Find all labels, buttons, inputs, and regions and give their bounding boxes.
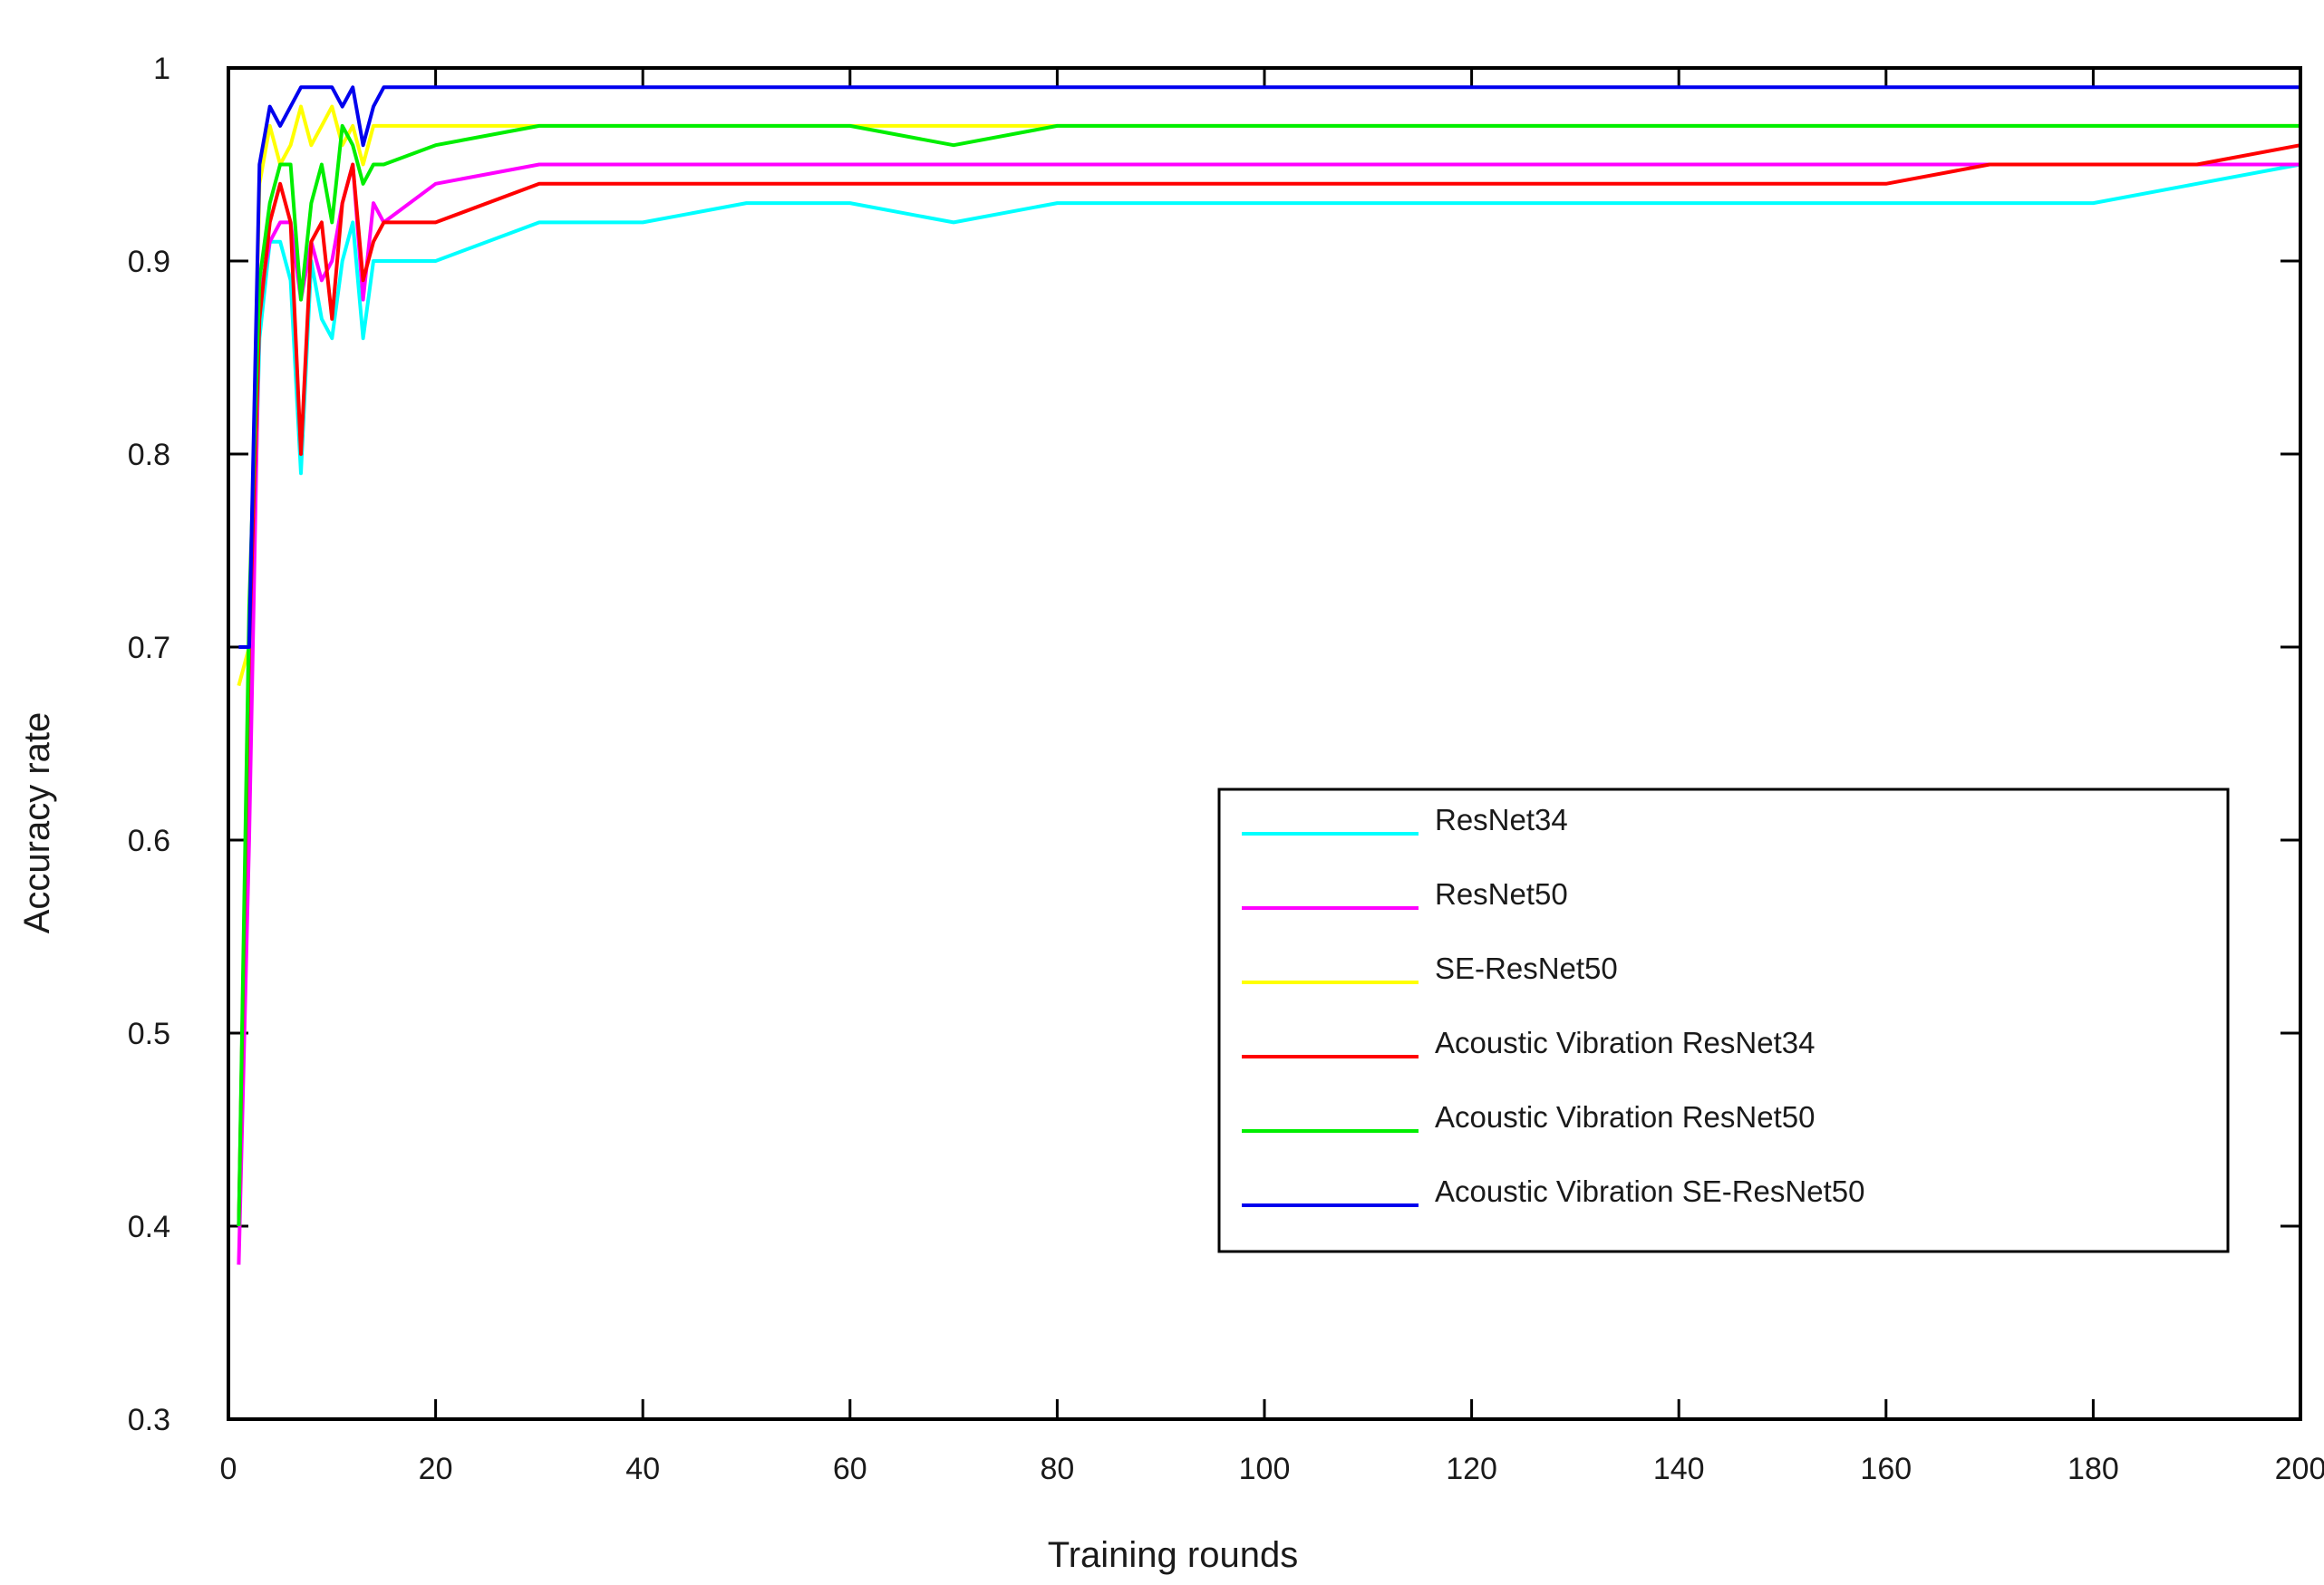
x-tick-label: 120 [1446,1452,1497,1486]
y-tick-label: 0.3 [128,1403,170,1437]
y-tick-label: 0.9 [128,245,170,279]
plot-frame [227,66,2302,1421]
x-tick-label: 0 [220,1452,237,1486]
x-tick-label: 60 [833,1452,867,1486]
x-axis-title: Training rounds [1048,1535,1298,1575]
legend-label-2: ResNet50 [1435,877,1568,911]
x-tick-label: 180 [2067,1452,2119,1486]
legend-label-4: Acoustic Vibration ResNet34 [1435,1026,1815,1059]
x-axis-ticks: 0 20 40 60 80 100 120 140 160 180 200 [220,68,2324,1486]
series-line-5 [237,123,2300,1227]
legend: ResNet34 ResNet50 SE-ResNet50 Acoustic Vibr… [1217,788,2230,1253]
x-tick-label: 80 [1040,1452,1074,1486]
y-axis-title: Accuracy rate [17,712,57,934]
series-line-2 [237,162,2300,1265]
series-line-6 [238,85,2300,649]
x-tick-label: 140 [1653,1452,1705,1486]
y-tick-label: 0.5 [128,1017,170,1051]
legend-label-3: SE-ResNet50 [1435,952,1618,985]
y-tick-label: 0.8 [128,438,170,472]
legend-label-6: Acoustic Vibration SE-ResNet50 [1435,1174,1864,1208]
legend-label-1: ResNet34 [1435,803,1568,836]
legend-label-5: Acoustic Vibration ResNet50 [1435,1100,1815,1134]
x-tick-label: 40 [625,1452,660,1486]
x-tick-label: 160 [1860,1452,1912,1486]
x-tick-label: 200 [2275,1452,2324,1486]
legend-box [1217,788,2230,1253]
x-tick-label: 100 [1239,1452,1291,1486]
y-tick-label: 0.6 [128,824,170,858]
series-layer [237,85,2301,1265]
series-line-4 [237,143,2301,1227]
y-tick-label: 0.4 [128,1210,170,1244]
legend-entries: ResNet34 ResNet50 SE-ResNet50 Acoustic Vibr… [1242,803,1864,1208]
y-tick-label: 0.7 [128,631,170,665]
y-axis-ticks: 0.3 0.4 0.5 0.6 0.7 0.8 0.9 1 [128,52,2300,1437]
x-tick-label: 20 [419,1452,453,1486]
y-tick-label: 1 [153,52,170,86]
